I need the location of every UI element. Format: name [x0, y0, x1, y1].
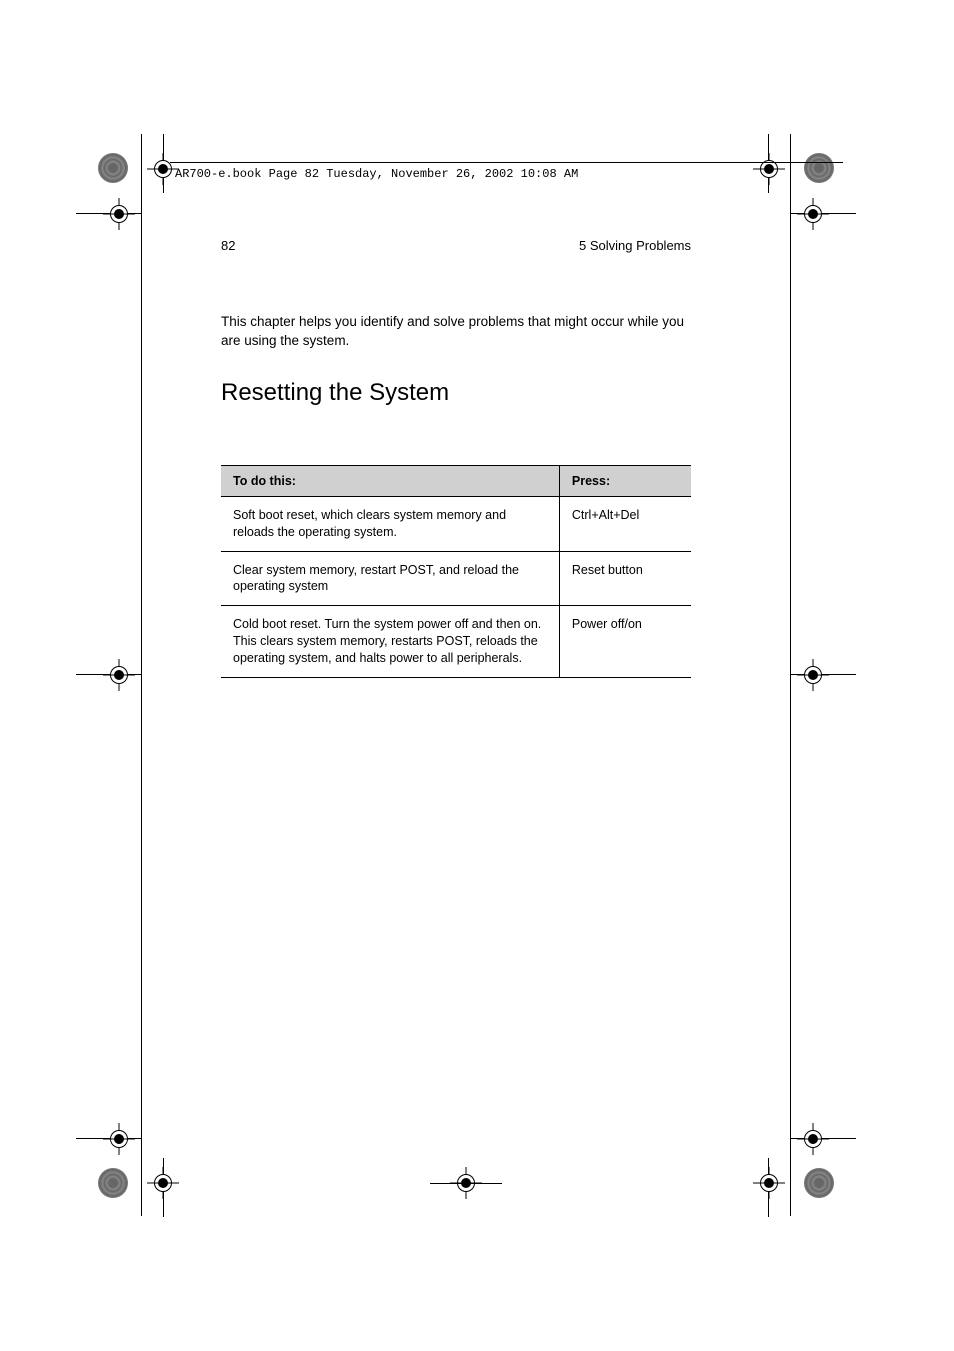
chapter-title: 5 Solving Problems: [579, 238, 691, 253]
crop-frame-right: [790, 134, 791, 1216]
table-cell-press: Power off/on: [559, 606, 691, 678]
table-header-press: Press:: [559, 465, 691, 496]
registration-mark-icon: [108, 203, 130, 225]
registration-mark-icon: [802, 664, 824, 686]
section-heading: Resetting the System: [221, 379, 691, 407]
table-row: Clear system memory, restart POST, and r…: [221, 551, 691, 606]
page-content: 82 5 Solving Problems This chapter helps…: [221, 238, 691, 678]
printer-ornament-icon: [804, 153, 834, 183]
page-number: 82: [221, 238, 235, 253]
book-info-header: AR700-e.book Page 82 Tuesday, November 2…: [175, 167, 578, 181]
registration-mark-icon: [108, 664, 130, 686]
registration-mark-icon: [802, 1128, 824, 1150]
page-header: 82 5 Solving Problems: [221, 238, 691, 253]
table-cell-action: Soft boot reset, which clears system mem…: [221, 496, 559, 551]
printer-ornament-icon: [804, 1168, 834, 1198]
table-cell-press: Reset button: [559, 551, 691, 606]
registration-mark-icon: [152, 1172, 174, 1194]
registration-mark-icon: [758, 1172, 780, 1194]
table-cell-press: Ctrl+Alt+Del: [559, 496, 691, 551]
reset-table: To do this: Press: Soft boot reset, whic…: [221, 465, 691, 678]
table-cell-action: Cold boot reset. Turn the system power o…: [221, 606, 559, 678]
printer-ornament-icon: [98, 153, 128, 183]
registration-mark-icon: [802, 203, 824, 225]
table-cell-action: Clear system memory, restart POST, and r…: [221, 551, 559, 606]
table-row: Soft boot reset, which clears system mem…: [221, 496, 691, 551]
crop-frame-left: [141, 134, 142, 1216]
intro-paragraph: This chapter helps you identify and solv…: [221, 313, 691, 351]
table-row: Cold boot reset. Turn the system power o…: [221, 606, 691, 678]
table-header-row: To do this: Press:: [221, 465, 691, 496]
table-header-action: To do this:: [221, 465, 559, 496]
printer-ornament-icon: [98, 1168, 128, 1198]
header-rule: [170, 162, 843, 163]
crop-mark: [430, 1183, 502, 1184]
registration-mark-icon: [108, 1128, 130, 1150]
